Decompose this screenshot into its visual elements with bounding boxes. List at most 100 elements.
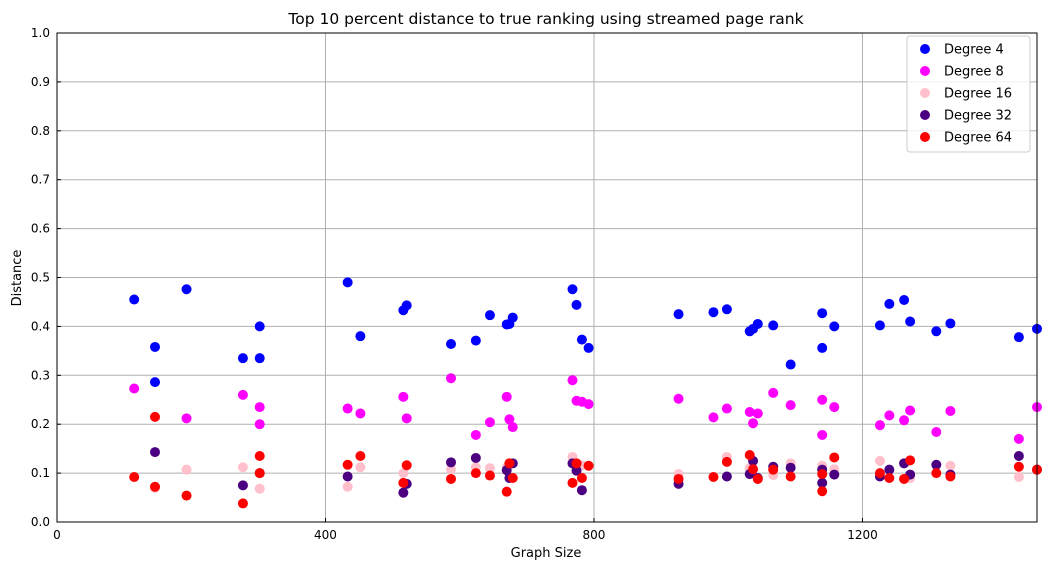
data-point bbox=[708, 472, 719, 483]
data-point bbox=[583, 460, 594, 471]
data-point bbox=[1013, 450, 1024, 461]
data-point bbox=[501, 391, 512, 402]
series-degree-8 bbox=[129, 373, 1042, 444]
data-point bbox=[721, 456, 732, 467]
data-point bbox=[752, 473, 763, 484]
data-point bbox=[129, 472, 140, 483]
data-point bbox=[817, 342, 828, 353]
x-tick-label: 0 bbox=[53, 528, 61, 542]
data-point bbox=[401, 413, 412, 424]
data-point bbox=[583, 399, 594, 410]
data-point bbox=[874, 468, 885, 479]
data-point bbox=[355, 331, 366, 342]
y-tick-label: 0.6 bbox=[31, 222, 50, 236]
legend-label: Degree 4 bbox=[944, 43, 1004, 58]
data-point bbox=[181, 413, 192, 424]
data-point bbox=[237, 462, 248, 473]
data-point bbox=[829, 452, 840, 463]
data-point bbox=[945, 405, 956, 416]
data-point bbox=[721, 471, 732, 482]
data-point bbox=[945, 460, 956, 471]
data-point bbox=[721, 304, 732, 315]
data-point bbox=[342, 459, 353, 470]
data-point bbox=[398, 477, 409, 488]
data-point bbox=[576, 334, 587, 345]
x-tick-label: 400 bbox=[314, 528, 337, 542]
data-point bbox=[817, 394, 828, 405]
data-point bbox=[931, 468, 942, 479]
data-point bbox=[470, 468, 481, 479]
data-point bbox=[884, 410, 895, 421]
data-point bbox=[673, 309, 684, 320]
data-point bbox=[785, 471, 796, 482]
data-point bbox=[785, 359, 796, 370]
data-point bbox=[571, 465, 582, 476]
data-point bbox=[945, 471, 956, 482]
data-point bbox=[817, 486, 828, 497]
legend-marker bbox=[920, 66, 930, 76]
data-point bbox=[150, 411, 160, 422]
data-point bbox=[571, 458, 582, 469]
data-point bbox=[470, 335, 481, 346]
data-point bbox=[470, 452, 481, 463]
data-point bbox=[583, 342, 594, 353]
data-point bbox=[254, 321, 265, 332]
data-point bbox=[673, 393, 684, 404]
data-point bbox=[905, 455, 916, 466]
data-point bbox=[931, 427, 942, 438]
data-point bbox=[504, 414, 515, 425]
data-point bbox=[721, 403, 732, 414]
grid-lines bbox=[57, 33, 1037, 522]
data-point bbox=[446, 473, 457, 484]
data-point bbox=[254, 402, 265, 413]
legend-label: Degree 8 bbox=[944, 65, 1004, 80]
data-point bbox=[355, 450, 366, 461]
data-point bbox=[905, 405, 916, 416]
data-point bbox=[446, 464, 457, 475]
data-point bbox=[817, 477, 828, 488]
data-point bbox=[884, 464, 895, 475]
y-tick-label: 0.3 bbox=[31, 368, 50, 382]
x-tick-label: 800 bbox=[583, 528, 606, 542]
data-point bbox=[1013, 433, 1024, 444]
data-point bbox=[254, 450, 265, 461]
data-point bbox=[874, 320, 885, 331]
data-point bbox=[945, 318, 956, 329]
data-point bbox=[571, 299, 582, 310]
data-point bbox=[237, 389, 248, 400]
data-point bbox=[768, 464, 779, 475]
y-tick-label: 0.4 bbox=[31, 319, 50, 333]
data-point bbox=[507, 422, 518, 433]
data-point bbox=[884, 472, 895, 483]
data-point bbox=[785, 462, 796, 473]
data-point bbox=[1013, 332, 1024, 343]
chart-title: Top 10 percent distance to true ranking … bbox=[287, 10, 803, 28]
data-point bbox=[817, 308, 828, 319]
data-point bbox=[254, 353, 265, 364]
data-point bbox=[237, 353, 248, 364]
data-point bbox=[342, 481, 353, 492]
data-point bbox=[567, 284, 578, 295]
data-point bbox=[237, 498, 248, 509]
data-point bbox=[398, 487, 409, 498]
data-point bbox=[752, 408, 763, 419]
y-tick-label: 0.2 bbox=[31, 417, 50, 431]
legend-marker bbox=[920, 44, 930, 54]
data-points bbox=[129, 277, 1042, 509]
legend-label: Degree 32 bbox=[944, 109, 1012, 124]
legend-marker bbox=[920, 132, 930, 142]
y-tick-label: 0.0 bbox=[31, 515, 50, 529]
x-axis-label: Graph Size bbox=[511, 546, 582, 561]
data-point bbox=[398, 391, 409, 402]
data-point bbox=[504, 458, 515, 469]
data-point bbox=[899, 294, 910, 305]
y-tick-label: 1.0 bbox=[31, 26, 50, 40]
data-point bbox=[752, 318, 763, 329]
data-point bbox=[181, 284, 192, 295]
data-point bbox=[1013, 461, 1024, 472]
data-point bbox=[398, 468, 409, 479]
data-point bbox=[829, 402, 840, 413]
data-point bbox=[785, 400, 796, 411]
data-point bbox=[576, 472, 587, 483]
series-degree-4 bbox=[129, 277, 1042, 388]
